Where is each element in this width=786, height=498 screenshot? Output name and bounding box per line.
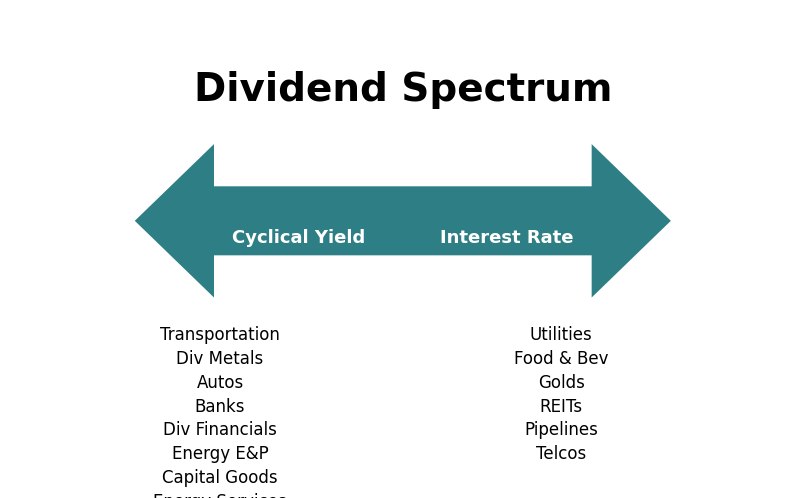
Text: Banks: Banks [195,397,245,416]
Text: Golds: Golds [538,374,585,392]
Text: Utilities: Utilities [530,326,593,344]
Text: Transportation: Transportation [160,326,280,344]
Text: Energy E&P: Energy E&P [171,445,269,463]
Text: Div Financials: Div Financials [163,421,277,439]
Text: Interest Rate: Interest Rate [440,229,574,247]
Text: Telcos: Telcos [536,445,586,463]
Text: Pipelines: Pipelines [524,421,598,439]
Text: Autos: Autos [196,374,244,392]
Text: Dividend Spectrum: Dividend Spectrum [193,71,612,109]
Text: Energy Services: Energy Services [153,493,287,498]
Text: Capital Goods: Capital Goods [162,469,278,487]
Text: Cyclical Yield: Cyclical Yield [233,229,365,247]
Text: Div Metals: Div Metals [176,350,264,368]
Polygon shape [135,144,671,297]
Text: Food & Bev: Food & Bev [514,350,608,368]
Text: REITs: REITs [540,397,582,416]
